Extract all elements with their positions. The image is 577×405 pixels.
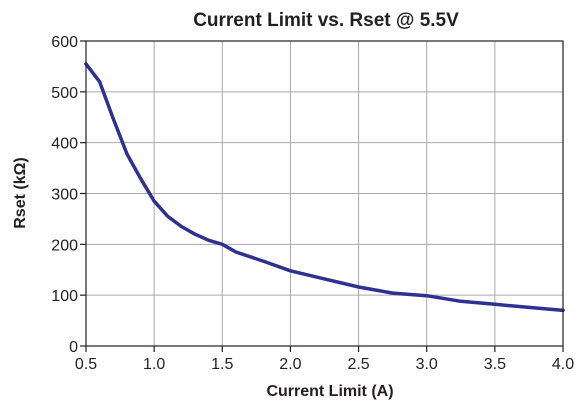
x-tick-label: 3.5 (484, 356, 506, 373)
x-tick-label: 1.0 (143, 356, 165, 373)
x-tick-label: 2.0 (279, 356, 301, 373)
y-tick-label: 100 (51, 288, 78, 305)
y-tick-labels: 0 100 200 300 400 500 600 (51, 34, 78, 356)
y-tick-label: 300 (51, 187, 78, 204)
x-axis-label: Current Limit (A) (266, 383, 393, 400)
chart-title: Current Limit vs. Rset @ 5.5V (193, 10, 459, 31)
y-tick-label: 400 (51, 136, 78, 153)
x-tick-label: 4.0 (552, 356, 574, 373)
x-tick-label: 1.5 (211, 356, 233, 373)
x-tick-labels: 0.5 1.0 1.5 2.0 2.5 3.0 3.5 4.0 (75, 356, 574, 373)
y-tick-label: 500 (51, 85, 78, 102)
y-tick-label: 600 (51, 34, 78, 51)
series-layer (84, 62, 565, 313)
grid (86, 41, 563, 346)
y-tick-label: 200 (51, 237, 78, 254)
x-tick-label: 3.0 (416, 356, 438, 373)
x-tick-label: 0.5 (75, 356, 97, 373)
y-tick-label: 0 (69, 339, 78, 356)
y-axis-label: Rset (kΩ) (12, 157, 29, 229)
series-line (84, 62, 565, 313)
axis-ticks (80, 40, 564, 352)
x-tick-label: 2.5 (347, 356, 369, 373)
